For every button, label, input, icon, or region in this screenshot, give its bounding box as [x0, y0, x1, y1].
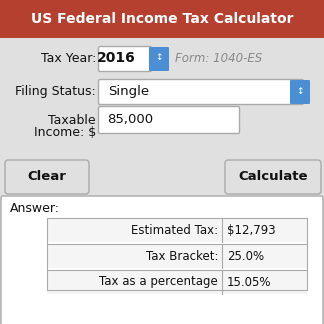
FancyBboxPatch shape [98, 107, 239, 133]
Text: Calculate: Calculate [238, 170, 308, 183]
Text: $12,793: $12,793 [227, 224, 276, 237]
Bar [0, 0, 324, 38]
Text: ↕: ↕ [155, 53, 163, 63]
Text: 85,000: 85,000 [107, 113, 153, 126]
Text: Tax as a percentage: Tax as a percentage [99, 275, 218, 288]
Text: Filing Status:: Filing Status: [15, 85, 96, 98]
Text: US Federal Income Tax Calculator: US Federal Income Tax Calculator [31, 12, 293, 26]
FancyBboxPatch shape [225, 160, 321, 194]
Bar [47, 270, 307, 294]
Text: Taxable: Taxable [48, 113, 96, 126]
Text: 2016: 2016 [97, 51, 135, 65]
FancyBboxPatch shape [98, 79, 304, 105]
Bar [47, 218, 307, 290]
Text: Answer:: Answer: [10, 202, 60, 215]
Text: 25.0%: 25.0% [227, 249, 264, 262]
FancyBboxPatch shape [149, 47, 169, 71]
Text: Income: $: Income: $ [34, 126, 96, 140]
Bar [47, 218, 307, 242]
Bar [47, 244, 307, 268]
Text: Clear: Clear [28, 170, 66, 183]
FancyBboxPatch shape [98, 47, 152, 72]
Text: ↕: ↕ [296, 87, 304, 96]
Text: 15.05%: 15.05% [227, 275, 272, 288]
FancyBboxPatch shape [290, 80, 310, 104]
FancyBboxPatch shape [1, 196, 323, 324]
FancyBboxPatch shape [5, 160, 89, 194]
Text: Tax Year:: Tax Year: [40, 52, 96, 64]
Text: Tax Bracket:: Tax Bracket: [145, 249, 218, 262]
Text: Form: 1040-ES: Form: 1040-ES [175, 52, 262, 64]
Text: Single: Single [108, 85, 149, 98]
Text: Estimated Tax:: Estimated Tax: [131, 224, 218, 237]
